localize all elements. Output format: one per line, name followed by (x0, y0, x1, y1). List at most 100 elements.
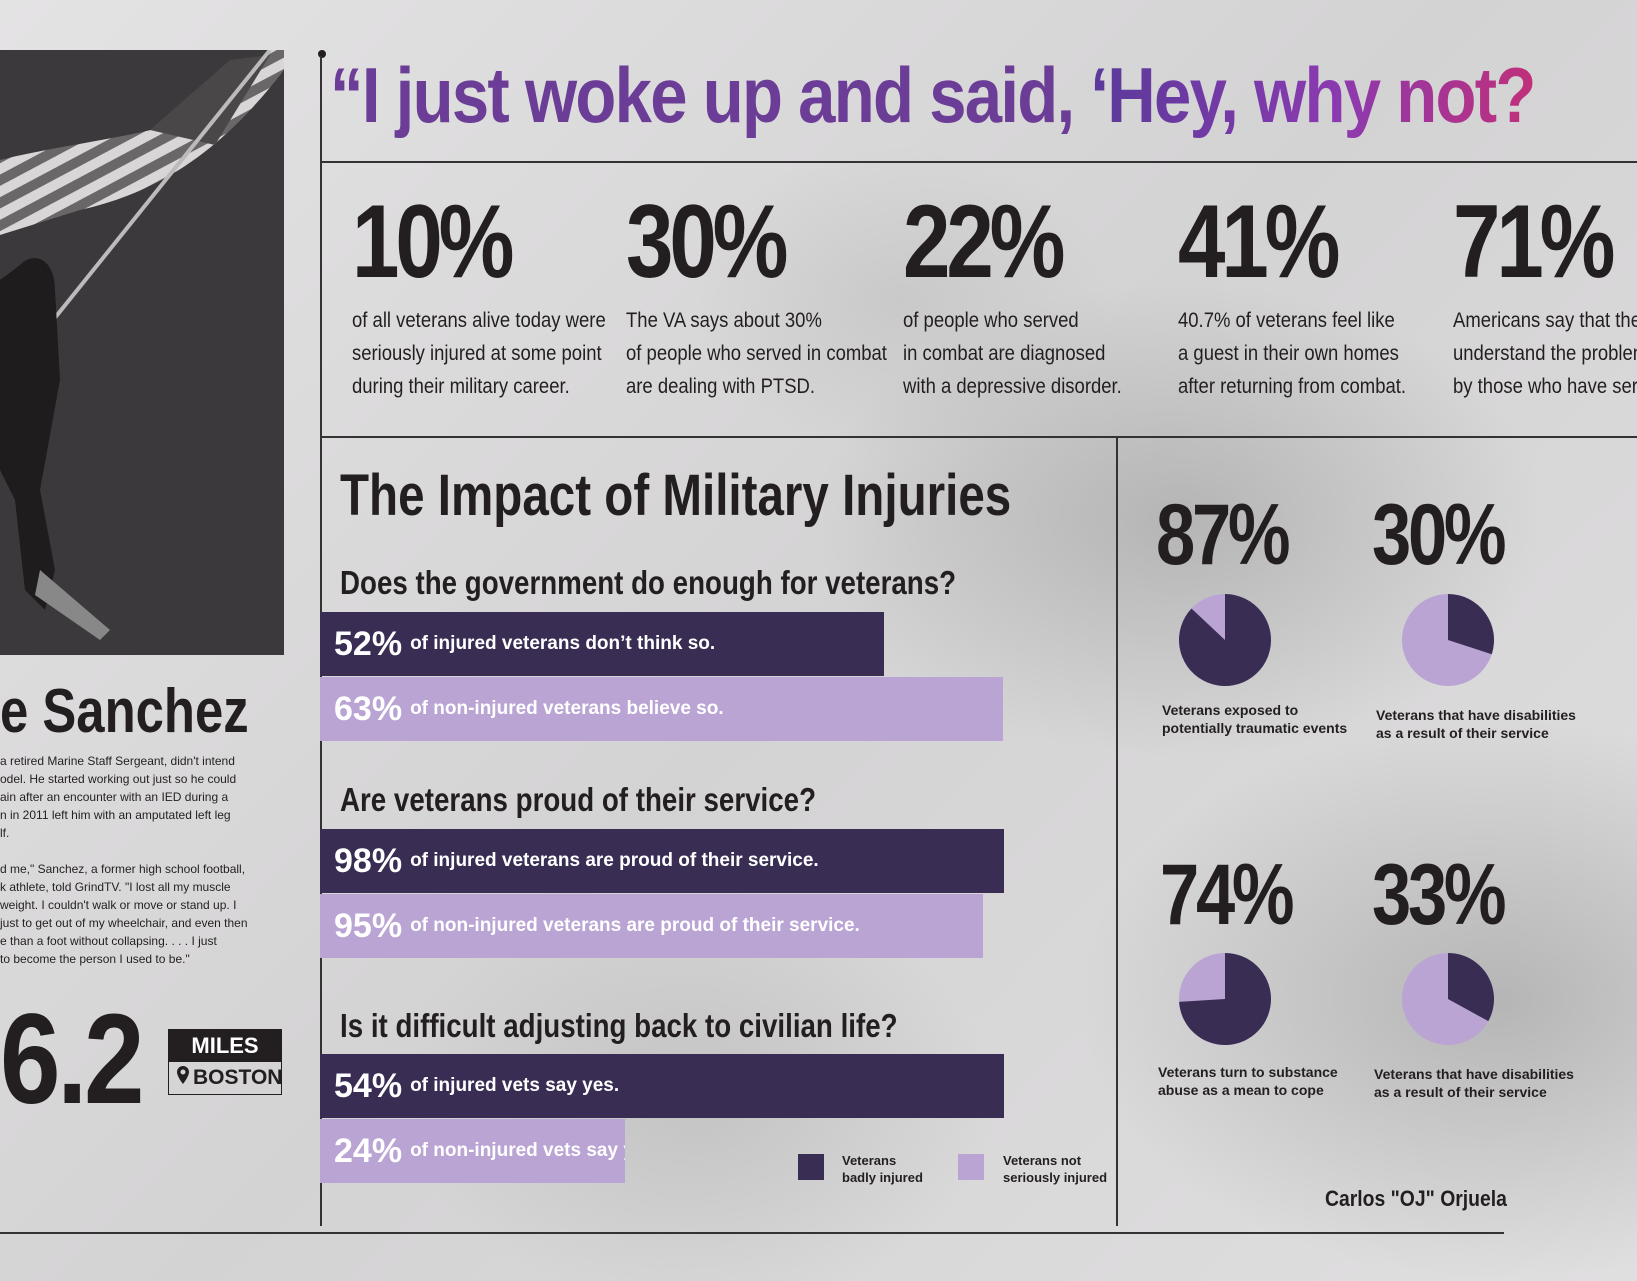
stat-description: of all veterans alive today were seriousl… (352, 304, 606, 403)
top-divider (320, 161, 1637, 163)
bottom-divider (0, 1232, 1504, 1234)
pie-caption-line: potentially traumatic events (1162, 720, 1348, 736)
pie-caption-line: Veterans that have disabilities (1376, 707, 1576, 723)
bar-percent: 54% (334, 1066, 403, 1105)
bar-label: of non-injured veterans are proud of the… (410, 915, 860, 936)
stat-description-line: Americans say that the (1453, 309, 1637, 332)
bar-percent: 24% (334, 1131, 403, 1170)
bio-line: n in 2011 left him with an amputated lef… (0, 808, 231, 822)
bar-dark: 54% of injured vets say yes. (320, 1054, 1004, 1118)
stat-3: 41% 40.7% of veterans feel like a guest in… (1178, 190, 1448, 403)
pie-caption-line: Veterans exposed to (1162, 702, 1299, 718)
bar-percent: 63% (334, 689, 403, 728)
miles-badge: MILES BOSTON (168, 1029, 282, 1095)
stat-description: 40.7% of veterans feel like a guest in th… (1178, 304, 1416, 403)
bar-percent: 98% (334, 841, 403, 880)
stat-description-line: during their military career. (352, 375, 570, 398)
pie-slice-value (1179, 953, 1271, 1045)
stat-description-line: a guest in their own homes (1178, 342, 1399, 365)
bio-line: e than a foot without collapsing. . . . … (0, 934, 217, 948)
pie-percent: 30% (1372, 487, 1507, 583)
bio-line: to become the person I used to be." (0, 952, 190, 966)
bar-dark: 52% of injured veterans don’t think so. (320, 612, 884, 676)
headline-part2: ‘Hey, why not? (1090, 51, 1536, 139)
stat-description-line: with a depressive disorder. (903, 375, 1122, 398)
stat-description-line: are dealing with PTSD. (626, 375, 816, 398)
pie-slice-value (1179, 594, 1271, 686)
location-pin-icon (177, 1062, 189, 1094)
pie-chart (1179, 953, 1271, 1045)
flag-photo (0, 50, 284, 655)
question-1: Are veterans proud of their service? (340, 781, 817, 818)
pie-caption: Veterans that have disabilities as a resu… (1376, 706, 1576, 742)
bar-dark: 98% of injured veterans are proud of thei… (320, 829, 1004, 893)
pie-chart (1402, 594, 1494, 686)
bar-label: of non-injured vets say yes. (410, 1140, 625, 1161)
bar-percent: 52% (334, 624, 403, 663)
bar-label: of non-injured veterans believe so. (410, 698, 724, 719)
stat-number: 22% (903, 184, 1065, 300)
miles-number: 6.2 (0, 988, 144, 1131)
stat-1: 30% The VA says about 30% of people who se… (626, 190, 896, 403)
bio-line: a retired Marine Staff Sergeant, didn't … (0, 754, 235, 768)
stat-description-line: in combat are diagnosed (903, 342, 1106, 365)
bar-percent: 95% (334, 906, 403, 945)
pie-chart (1179, 594, 1271, 686)
stat-description: of people who served in combat are diagno… (903, 304, 1141, 403)
pie-percent: 74% (1160, 847, 1295, 943)
legend-label-light: Veterans not seriously injured (1003, 1153, 1108, 1185)
stat-number: 71% (1453, 184, 1615, 300)
city-label: BOSTON (193, 1066, 283, 1089)
profile-bio-paragraph-1: a retired Marine Staff Sergeant, didn't … (0, 752, 237, 842)
pie-slice-value (1448, 953, 1494, 1022)
bio-line: odel. He started working out just so he … (0, 772, 237, 786)
pie-caption-line: as a result of their service (1376, 725, 1549, 741)
pie-percent: 87% (1156, 487, 1291, 583)
bio-line: ain after an encounter with an IED durin… (0, 790, 229, 804)
bio-line: just to get out of my wheelchair, and ev… (0, 916, 248, 930)
bar-label: of injured veterans don’t think so. (410, 633, 716, 654)
headline-bullet (318, 50, 326, 58)
stat-0: 10% of all veterans alive today were serio… (352, 190, 622, 403)
stat-description-line: The VA says about 30% (626, 309, 822, 332)
pie-caption-line: Veterans turn to substance (1158, 1064, 1338, 1080)
question-0: Does the government do enough for vetera… (340, 564, 957, 601)
stat-description-line: of all veterans alive today were (352, 309, 606, 332)
stat-description: Americans say that the understand the pro… (1453, 304, 1637, 403)
stat-description-line: by those who have serv (1453, 375, 1637, 398)
stat-description-line: 40.7% of veterans feel like (1178, 309, 1395, 332)
pie-percent: 33% (1372, 847, 1507, 943)
bio-line: lf. (0, 826, 10, 840)
headline: “I just woke up and said, ‘Hey, why not? (330, 50, 1536, 140)
bio-line: weight. I couldn't walk or move or stand… (0, 898, 237, 912)
pie-chart (1402, 953, 1494, 1045)
pie-caption: Veterans exposed to potentially traumatic… (1162, 701, 1347, 737)
legend-swatch-dark (798, 1154, 824, 1180)
stat-number: 41% (1178, 184, 1340, 300)
pie-slice-value (1448, 594, 1494, 655)
section-title: The Impact of Military Injuries (340, 463, 1012, 528)
profile-name: e Sanchez (0, 677, 249, 746)
stat-4: 71% Americans say that the understand the … (1453, 190, 1637, 403)
legend-label-dark: Veterans badly injured (842, 1153, 923, 1185)
stat-description-line: understand the problen (1453, 342, 1637, 365)
question-2: Is it difficult adjusting back to civili… (340, 1007, 898, 1044)
stat-number: 10% (352, 184, 514, 300)
stat-description-line: seriously injured at some point (352, 342, 602, 365)
stat-number: 30% (626, 184, 788, 300)
headline-part1: “I just woke up and said, (330, 51, 1091, 139)
stat-description-line: of people who served (903, 309, 1079, 332)
pie-caption: Veterans that have disabilities as a resu… (1374, 1065, 1574, 1101)
miles-label: MILES (169, 1030, 281, 1062)
stat-description-line: of people who served in combat (626, 342, 887, 365)
profile-bio-paragraph-2: d me," Sanchez, a former high school foo… (0, 860, 248, 968)
stat-description-line: after returning from combat. (1178, 375, 1407, 398)
pie-caption-line: as a result of their service (1374, 1084, 1547, 1100)
bar-light: 95% of non-injured veterans are proud of … (320, 894, 983, 958)
stat-2: 22% of people who served in combat are dia… (903, 190, 1173, 403)
middle-divider (320, 436, 1637, 438)
legend-swatch-light (958, 1154, 984, 1180)
bar-light: 24% of non-injured vets say yes. (320, 1119, 625, 1183)
pie-caption: Veterans turn to substance abuse as a mea… (1158, 1063, 1338, 1099)
pie-caption-line: abuse as a mean to cope (1158, 1082, 1324, 1098)
